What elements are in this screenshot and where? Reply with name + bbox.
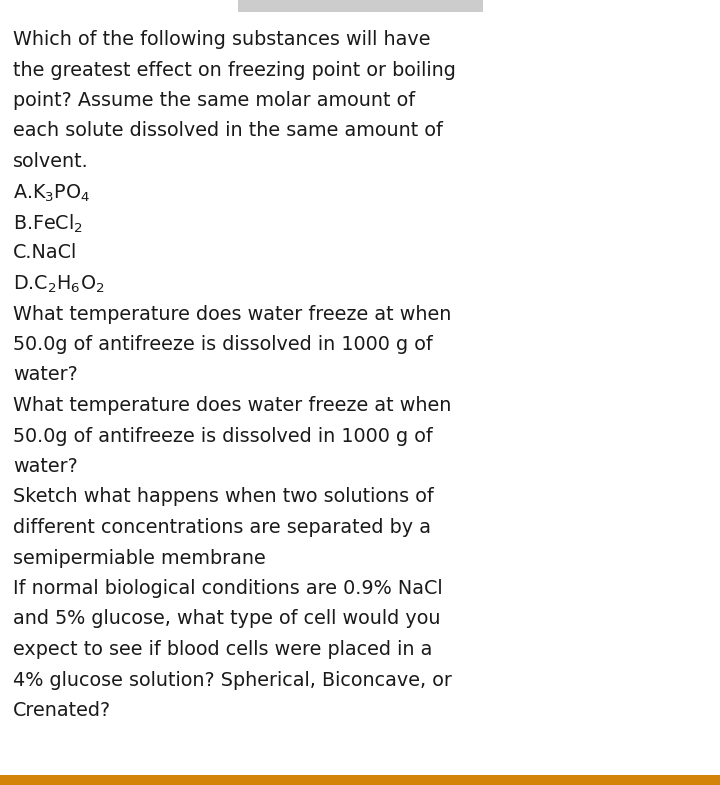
- Text: different concentrations are separated by a: different concentrations are separated b…: [13, 518, 431, 537]
- Text: solvent.: solvent.: [13, 152, 89, 171]
- Text: Which of the following substances will have: Which of the following substances will h…: [13, 30, 431, 49]
- Text: D.C$_2$H$_6$O$_2$: D.C$_2$H$_6$O$_2$: [13, 274, 104, 295]
- Text: expect to see if blood cells were placed in a: expect to see if blood cells were placed…: [13, 640, 433, 659]
- Text: each solute dissolved in the same amount of: each solute dissolved in the same amount…: [13, 122, 443, 141]
- Text: semipermiable membrane: semipermiable membrane: [13, 549, 266, 568]
- Text: Crenated?: Crenated?: [13, 701, 111, 720]
- Bar: [0, 775, 720, 785]
- Text: 4% glucose solution? Spherical, Biconcave, or: 4% glucose solution? Spherical, Biconcav…: [13, 670, 452, 689]
- Text: C.NaCl: C.NaCl: [13, 243, 77, 262]
- Text: 50.0g of antifreeze is dissolved in 1000 g of: 50.0g of antifreeze is dissolved in 1000…: [13, 426, 433, 446]
- Text: water?: water?: [13, 457, 78, 476]
- Text: If normal biological conditions are 0.9% NaCl: If normal biological conditions are 0.9%…: [13, 579, 443, 598]
- Text: the greatest effect on freezing point or boiling: the greatest effect on freezing point or…: [13, 60, 456, 79]
- Text: water?: water?: [13, 366, 78, 385]
- Text: 50.0g of antifreeze is dissolved in 1000 g of: 50.0g of antifreeze is dissolved in 1000…: [13, 335, 433, 354]
- Text: and 5% glucose, what type of cell would you: and 5% glucose, what type of cell would …: [13, 609, 441, 629]
- Text: point? Assume the same molar amount of: point? Assume the same molar amount of: [13, 91, 415, 110]
- Text: A.K$_3$PO$_4$: A.K$_3$PO$_4$: [13, 182, 91, 204]
- Text: What temperature does water freeze at when: What temperature does water freeze at wh…: [13, 396, 451, 415]
- Text: What temperature does water freeze at when: What temperature does water freeze at wh…: [13, 305, 451, 323]
- Text: Sketch what happens when two solutions of: Sketch what happens when two solutions o…: [13, 487, 433, 506]
- Bar: [238, 0, 482, 12]
- Text: B.FeCl$_2$: B.FeCl$_2$: [13, 213, 83, 236]
